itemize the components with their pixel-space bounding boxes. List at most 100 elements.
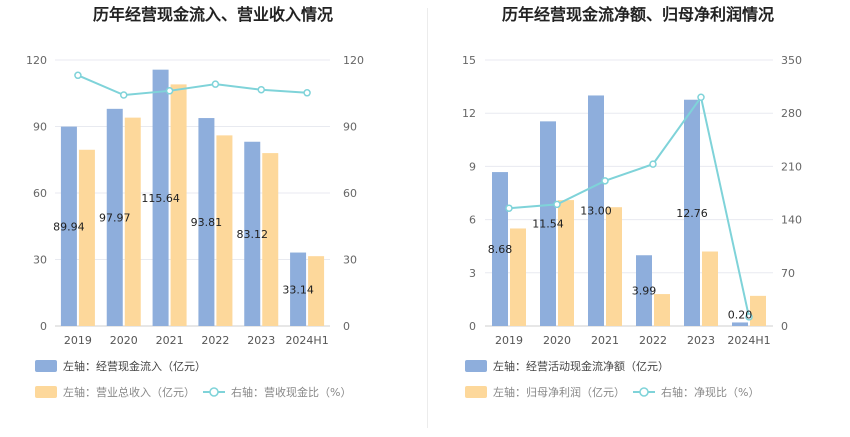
data-label: 8.68 — [488, 243, 513, 256]
left-axis-tick: 90 — [33, 121, 47, 134]
left-axis-tick: 9 — [469, 160, 476, 173]
legend-label: 右轴：营收现金比（%） — [231, 385, 351, 399]
right-axis-tick: 120 — [343, 54, 364, 67]
line-point — [649, 160, 657, 168]
data-label: 12.76 — [676, 207, 708, 220]
bar-primary — [492, 172, 508, 326]
x-axis-tick: 2022 — [639, 334, 667, 347]
bar-secondary — [124, 117, 141, 326]
line-point — [553, 200, 561, 209]
line-point — [303, 89, 311, 97]
x-axis-tick: 2021 — [156, 334, 184, 347]
bar-secondary — [750, 295, 766, 326]
line-point — [165, 87, 174, 95]
x-axis-tick: 2024H1 — [285, 334, 328, 347]
right-axis-tick: 0 — [781, 320, 788, 333]
line-point — [211, 80, 220, 88]
bar-secondary — [654, 294, 670, 326]
bar-secondary — [702, 251, 718, 326]
line-point — [120, 91, 128, 99]
bar-secondary — [510, 228, 526, 326]
legend-swatch — [35, 386, 57, 398]
data-label: 11.54 — [532, 218, 564, 231]
bar-primary — [732, 322, 748, 326]
legend-label: 左轴：经营活动现金流净额（亿元） — [493, 359, 669, 373]
right-axis-tick: 60 — [343, 187, 357, 200]
bar-primary — [684, 99, 700, 327]
x-axis-tick: 2022 — [201, 334, 229, 347]
panel-divider — [427, 8, 428, 428]
bar-primary — [60, 126, 77, 327]
left-axis-tick: 60 — [33, 187, 47, 200]
left-axis-tick: 0 — [40, 320, 47, 333]
data-label: 93.81 — [191, 216, 223, 229]
right-axis-tick: 90 — [343, 121, 357, 134]
chart-title: 历年经营现金流净额、归母净利润情况 — [502, 5, 774, 24]
bar-secondary — [78, 149, 95, 326]
left-axis-tick: 0 — [469, 320, 476, 333]
legend-label: 左轴：归母净利润（亿元） — [493, 385, 625, 399]
line-point — [257, 85, 265, 94]
bar-secondary — [262, 153, 279, 326]
data-label: 33.14 — [282, 283, 314, 296]
right-axis-tick: 210 — [781, 160, 802, 173]
data-label: 3.99 — [632, 285, 657, 298]
legend-swatch — [465, 360, 487, 372]
x-axis-tick: 2020 — [543, 334, 571, 347]
bar-primary — [152, 69, 169, 326]
line-series — [77, 74, 308, 97]
chart-title: 历年经营现金流入、营业收入情况 — [93, 5, 333, 24]
right-axis-tick: 70 — [781, 267, 795, 280]
right-axis-tick: 280 — [781, 107, 802, 120]
legend-label: 右轴：净现比（%） — [661, 385, 759, 399]
x-axis-tick: 2023 — [247, 334, 275, 347]
data-label: 89.94 — [53, 220, 85, 233]
line-point — [74, 71, 82, 80]
bar-primary — [588, 95, 604, 326]
bar-primary — [244, 141, 261, 326]
legend-swatch — [465, 386, 487, 398]
left-axis-tick: 30 — [33, 254, 47, 267]
x-axis-tick: 2019 — [495, 334, 523, 347]
bar-secondary — [216, 135, 233, 326]
bar-secondary — [558, 200, 574, 326]
line-point — [601, 177, 609, 185]
bar-primary — [540, 121, 556, 326]
right-axis-tick: 30 — [343, 254, 357, 267]
x-axis-tick: 2019 — [64, 334, 92, 347]
right-axis-tick: 350 — [781, 54, 802, 67]
left-axis-tick: 12 — [462, 107, 476, 120]
bar-primary — [198, 118, 215, 326]
chart-net-cashflow-net-profit: 历年经营现金流净额、归母净利润情况 0 3 6 9 12 15 0 70 140 210 280 35… — [462, 5, 802, 399]
left-axis-tick: 6 — [469, 214, 476, 227]
x-axis-tick: 2024H1 — [727, 334, 770, 347]
bar-secondary — [606, 207, 622, 326]
left-axis-tick: 3 — [469, 267, 476, 280]
data-label: 97.97 — [99, 211, 131, 224]
chart-operating-cash-inflow-revenue: 历年经营现金流入、营业收入情况 0 30 60 90 120 0 30 60 90 120 2019… — [26, 5, 364, 399]
bar-secondary — [170, 84, 187, 326]
line-point — [505, 204, 513, 212]
right-axis-tick: 140 — [781, 214, 802, 227]
data-label: 0.20 — [728, 308, 753, 321]
x-axis-tick: 2020 — [110, 334, 138, 347]
left-axis-tick: 120 — [26, 54, 47, 67]
bar-secondary — [308, 256, 325, 326]
line-series — [508, 94, 750, 318]
bar-primary — [290, 252, 307, 326]
data-label: 115.64 — [141, 192, 180, 205]
legend-swatch — [35, 360, 57, 372]
legend-label: 左轴：营业总收入（亿元） — [63, 385, 195, 399]
data-label: 83.12 — [237, 228, 269, 241]
legend-swatch — [209, 387, 219, 397]
legend-swatch — [639, 387, 649, 397]
bar-primary — [636, 255, 652, 326]
x-axis-tick: 2021 — [591, 334, 619, 347]
data-label: 13.00 — [580, 205, 612, 218]
right-axis-tick: 0 — [343, 320, 350, 333]
left-axis-tick: 15 — [462, 54, 476, 67]
legend-label: 左轴：经营现金流入（亿元） — [63, 359, 206, 373]
line-point — [745, 313, 753, 321]
bar-primary — [106, 108, 123, 327]
